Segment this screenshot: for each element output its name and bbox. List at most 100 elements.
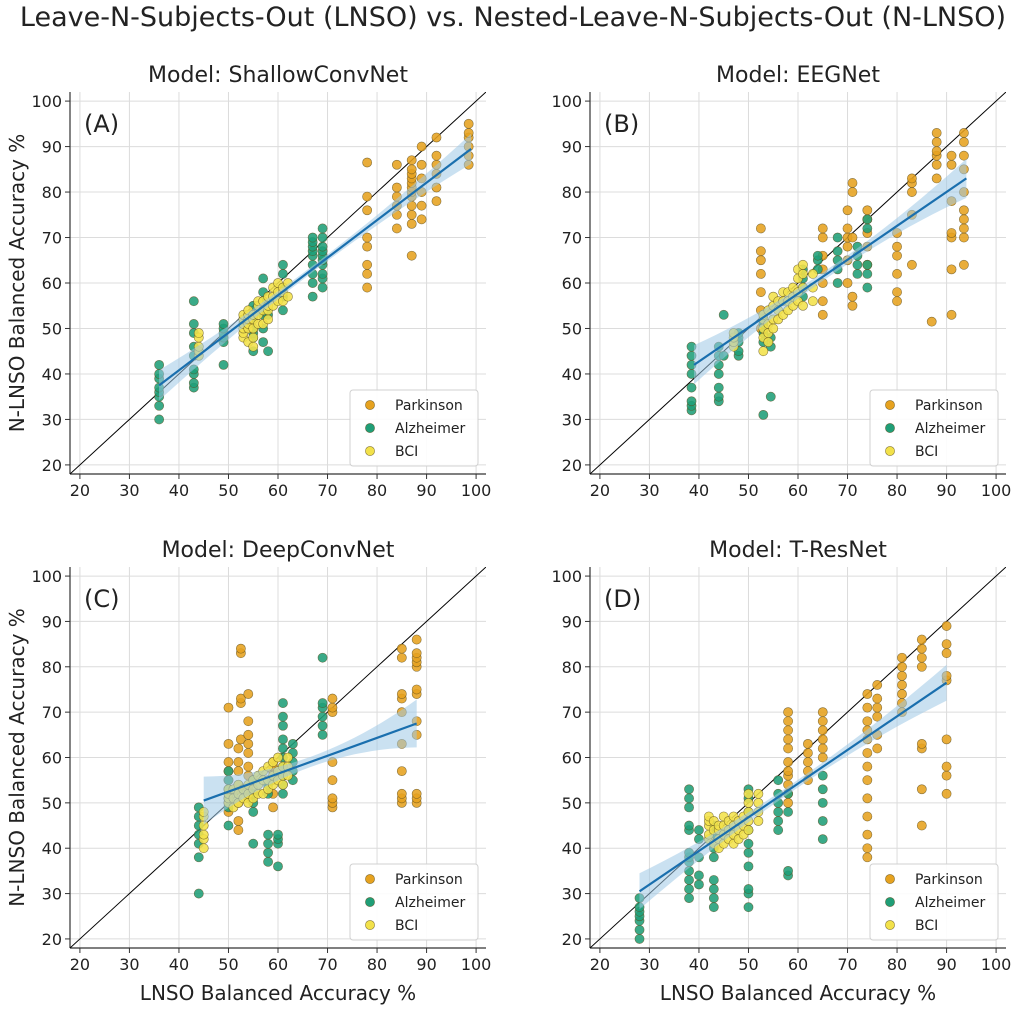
x-tick-label: 70: [317, 955, 337, 974]
data-point: [188, 378, 199, 388]
x-tick-label: 90: [936, 481, 956, 500]
data-point: [317, 711, 328, 722]
data-point: [755, 269, 766, 279]
data-point: [406, 218, 417, 229]
data-point: [416, 159, 427, 170]
data-point: [235, 734, 246, 745]
data-point: [817, 725, 828, 736]
y-tick-label: 60: [562, 274, 582, 293]
data-point: [817, 309, 828, 320]
data-point: [817, 296, 828, 307]
y-tick-label: 30: [562, 885, 582, 904]
data-point: [198, 829, 209, 840]
data-point: [959, 150, 969, 161]
data-point: [817, 716, 828, 727]
data-point: [862, 214, 873, 225]
data-point: [862, 689, 873, 699]
data-point: [317, 652, 328, 663]
data-point: [278, 788, 288, 799]
data-point: [233, 757, 244, 767]
data-point: [362, 259, 373, 270]
data-point: [783, 743, 793, 754]
data-point: [743, 861, 754, 872]
y-tick-label: 50: [562, 319, 582, 338]
data-point: [862, 205, 873, 216]
data-point: [892, 296, 902, 307]
legend-label-bci: BCI: [395, 444, 418, 460]
data-point: [753, 788, 764, 799]
y-tick-label: 100: [551, 567, 582, 586]
legend-marker-bci: [885, 920, 895, 930]
y-tick-label: 20: [42, 456, 62, 475]
x-tick-label: 70: [837, 955, 857, 974]
data-point: [243, 689, 254, 699]
x-tick-label: 80: [887, 481, 907, 500]
data-point: [686, 382, 697, 393]
data-point: [907, 187, 917, 197]
data-point: [268, 802, 278, 813]
data-point: [278, 269, 288, 279]
data-point: [278, 720, 288, 731]
data-point: [362, 241, 373, 252]
data-point: [783, 725, 793, 736]
legend-marker-bci: [885, 446, 895, 456]
data-point: [931, 159, 942, 170]
legend-label-alzheimer: Alzheimer: [915, 421, 985, 437]
data-point: [248, 807, 259, 817]
data-point: [193, 328, 204, 338]
chart-title: Model: ShallowConvNet: [148, 63, 408, 88]
data-point: [916, 652, 927, 663]
y-tick-label: 70: [42, 703, 62, 722]
data-point: [941, 770, 952, 781]
data-point: [713, 391, 724, 402]
regression-line: [638, 681, 948, 893]
data-point: [946, 264, 957, 275]
data-point: [391, 159, 402, 170]
legend: Parkinson Alzheimer BCI: [869, 863, 999, 941]
legend-marker-parkinson: [365, 874, 375, 884]
data-point: [263, 856, 273, 867]
y-tick-label: 100: [31, 92, 62, 111]
data-point: [327, 793, 338, 804]
data-point: [634, 934, 645, 944]
data-point: [743, 838, 754, 849]
data-point: [396, 788, 407, 799]
y-tick-label: 20: [562, 930, 582, 949]
y-tick-label: 80: [42, 658, 62, 677]
y-tick-label: 80: [562, 183, 582, 202]
data-point: [713, 382, 724, 393]
y-tick-label: 90: [42, 138, 62, 157]
data-point: [634, 924, 645, 935]
data-point: [897, 670, 907, 681]
data-point: [817, 816, 828, 826]
data-point: [862, 716, 873, 727]
data-point: [223, 820, 234, 831]
data-point: [287, 738, 298, 749]
data-point: [941, 639, 952, 650]
data-point: [708, 902, 719, 913]
data-point: [278, 743, 288, 754]
chart-title: Model: T-ResNet: [709, 538, 887, 563]
data-point: [243, 716, 254, 727]
data-point: [862, 843, 873, 854]
legend-marker-parkinson: [365, 400, 375, 410]
data-point: [817, 743, 828, 754]
legend-label-alzheimer: Alzheimer: [915, 895, 985, 911]
data-point: [327, 693, 338, 704]
y-tick-label: 30: [42, 410, 62, 429]
data-point: [263, 346, 273, 357]
data-point: [694, 870, 704, 881]
legend: Parkinson Alzheimer BCI: [349, 389, 479, 467]
data-point: [755, 287, 766, 297]
data-point: [188, 296, 199, 307]
data-point: [317, 720, 328, 731]
legend-marker-alzheimer: [885, 897, 895, 907]
data-point: [223, 702, 234, 713]
data-point: [694, 825, 704, 835]
data-point: [783, 757, 793, 767]
data-point: [233, 816, 244, 826]
regression-line: [203, 722, 418, 802]
figure-title: Leave-N-Subjects-Out (LNSO) vs. Nested-L…: [19, 2, 1007, 33]
data-point: [862, 761, 873, 772]
data-point: [235, 643, 246, 654]
